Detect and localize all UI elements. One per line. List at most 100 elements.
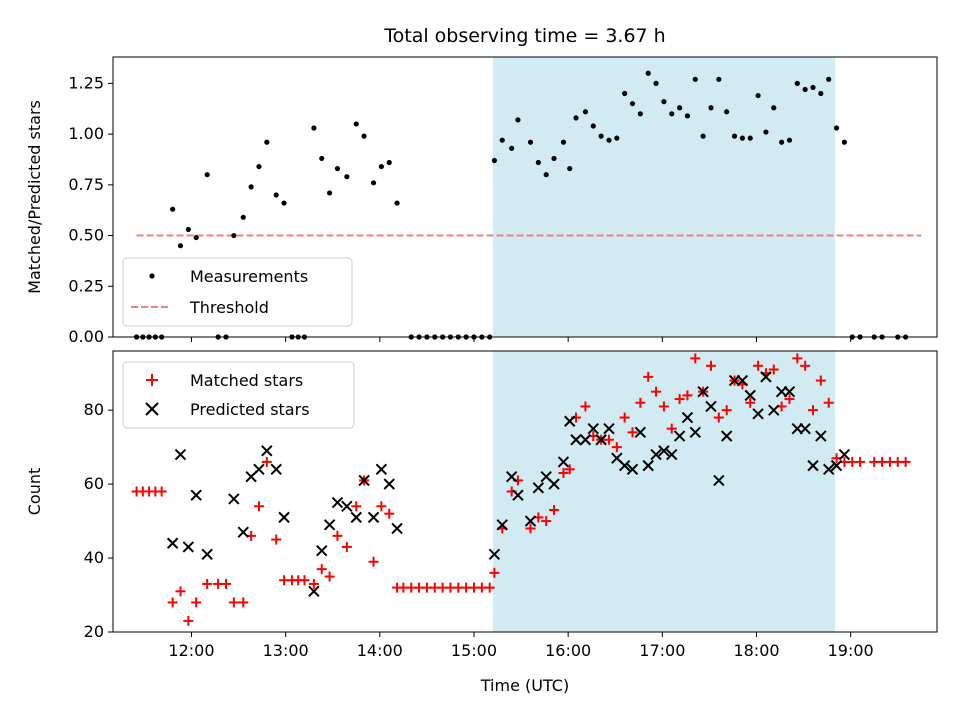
measurement-point [802, 86, 808, 93]
matched-star-marker [156, 486, 167, 497]
predicted-marker-stroke [383, 478, 395, 490]
predicted-star-marker [391, 522, 403, 535]
matched-star-marker [580, 401, 591, 412]
predicted-marker-stroke [182, 541, 195, 553]
ytick-label: 60 [84, 474, 104, 493]
predicted-star-marker [316, 544, 328, 557]
measurement-point [708, 105, 714, 111]
measurement-point [378, 163, 384, 170]
predicted-star-marker [681, 411, 694, 424]
predicted-marker-stroke [350, 511, 362, 524]
xtick-label: 12:00 [168, 641, 214, 660]
predicted-marker-stroke [270, 463, 282, 476]
predicted-marker-stroke [807, 459, 819, 472]
measurement-point [543, 172, 549, 178]
predicted-star-marker [666, 448, 678, 461]
predicted-star-marker [253, 463, 265, 476]
matched-star-marker [713, 412, 724, 423]
measurement-point [826, 76, 832, 82]
matched-star-marker [815, 375, 826, 386]
measurement-point [590, 123, 596, 129]
predicted-marker-stroke [323, 519, 336, 531]
xtick-label: 13:00 [263, 641, 309, 660]
measurement-point [193, 234, 199, 241]
ratio-legend-box [122, 257, 353, 327]
predicted-marker-stroke [650, 448, 662, 461]
matched-star-marker [376, 501, 387, 512]
measurement-point [739, 135, 745, 141]
ratio-panel-frame [112, 56, 938, 338]
matched-star-marker [658, 401, 669, 412]
matched-star-marker [384, 508, 395, 519]
measurement-point [264, 139, 270, 145]
measurement-point [281, 200, 287, 206]
measurement-point [567, 165, 573, 172]
predicted-star-marker [807, 459, 819, 472]
measurement-point [637, 111, 643, 117]
matched-star-marker [175, 586, 186, 597]
predicted-marker-stroke [838, 448, 851, 461]
predicted-marker-stroke [760, 371, 772, 383]
predicted-marker-stroke [261, 445, 273, 457]
matched-star-marker [745, 397, 756, 408]
measurement-point [204, 172, 210, 178]
matched-star-marker [308, 578, 319, 589]
measurement-point [240, 214, 246, 220]
predicted-marker-stroke [673, 430, 686, 442]
predicted-star-marker [658, 445, 670, 457]
predicted-star-marker [822, 463, 835, 476]
predicted-marker-stroke [587, 422, 599, 435]
measurement-point [645, 70, 651, 76]
measurement-point [661, 99, 667, 105]
matched-star-marker [855, 456, 866, 467]
measurement-point [170, 206, 176, 212]
matched-star-marker [368, 556, 379, 567]
matched-star-marker [238, 597, 249, 608]
ytick-label: 40 [84, 548, 104, 567]
ytick-label: 0.75 [68, 175, 104, 194]
matched-star-marker [564, 464, 575, 475]
ytick-label: 20 [84, 622, 104, 641]
measurement-point [747, 135, 753, 141]
matched-star-marker [228, 597, 239, 608]
predicted-star-marker [174, 448, 187, 461]
predicted-star-marker [331, 496, 344, 509]
measurement-point [818, 90, 824, 97]
predicted-star-marker [744, 389, 756, 402]
measurement-point [515, 117, 521, 123]
measurement-point [311, 125, 317, 131]
measurement-point [361, 133, 367, 139]
measurement-point [833, 125, 840, 131]
measurement-point [573, 115, 579, 121]
predicted-star-marker [512, 489, 524, 501]
legend-marker-predicted [145, 402, 159, 416]
predicted-star-marker [166, 537, 179, 549]
predicted-marker-stroke [713, 474, 725, 487]
predicted-star-marker [237, 526, 249, 538]
predicted-marker-stroke [815, 430, 827, 442]
predicted-marker-stroke [166, 537, 179, 549]
predicted-marker-stroke [705, 400, 717, 413]
matched-star-marker [167, 597, 178, 608]
measurement-point [509, 145, 515, 151]
matched-star-marker [191, 597, 202, 608]
ratio-panel: 0.00 0.25 0.50 0.75 1.00 1.25 Matched/Predict… [25, 56, 938, 346]
predicted-marker-stroke [611, 452, 623, 464]
matched-star-marker [221, 578, 232, 589]
measurement-point [771, 105, 777, 111]
count-axis-ticks: 20 40 60 80 12:00 13:00 14:00 15:00 16:00 17:00 18… [84, 400, 874, 660]
matched-star-marker [753, 360, 764, 371]
predicted-marker-stroke [752, 408, 764, 420]
predicted-star-marker [705, 400, 717, 413]
measurement-point [491, 157, 497, 164]
count-legend: Matched stars Predicted stars [122, 361, 355, 429]
measurement-point [353, 121, 359, 127]
legend-label-threshold: Threshold [189, 298, 269, 317]
predicted-marker-stroke [626, 463, 639, 476]
predicted-marker-stroke [505, 471, 518, 483]
matched-star-marker [808, 405, 819, 416]
xtick-label: 14:00 [357, 641, 403, 660]
predicted-marker-stroke [634, 426, 647, 439]
predicted-marker-stroke [341, 500, 353, 512]
measurement-point [606, 137, 612, 143]
